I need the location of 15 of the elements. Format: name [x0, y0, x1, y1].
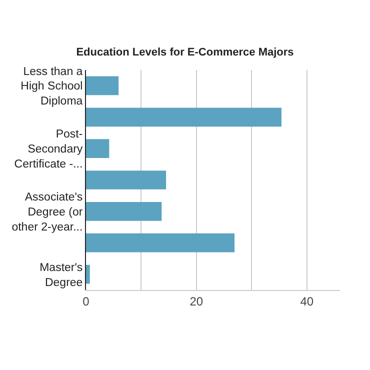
y-tick-label: Post- Secondary Certificate -...: [14, 128, 83, 171]
bar: [86, 202, 162, 221]
bar: [86, 139, 110, 158]
x-tick-label: 20: [190, 294, 204, 308]
x-tick-label: 0: [82, 294, 90, 308]
y-tick-label: Less than a High School Diploma: [20, 66, 84, 108]
y-tick-label: Master's Degree: [40, 262, 83, 289]
y-tick-label: Associate's Degree (or other 2-year...: [12, 192, 83, 234]
bar: [86, 233, 235, 252]
chart-title: Education Levels for E-Commerce Majors: [76, 46, 294, 59]
bar: [86, 108, 282, 127]
bar: [86, 264, 90, 284]
x-tick-label: 40: [300, 294, 314, 308]
bar: [86, 76, 119, 96]
bar: [86, 170, 166, 190]
